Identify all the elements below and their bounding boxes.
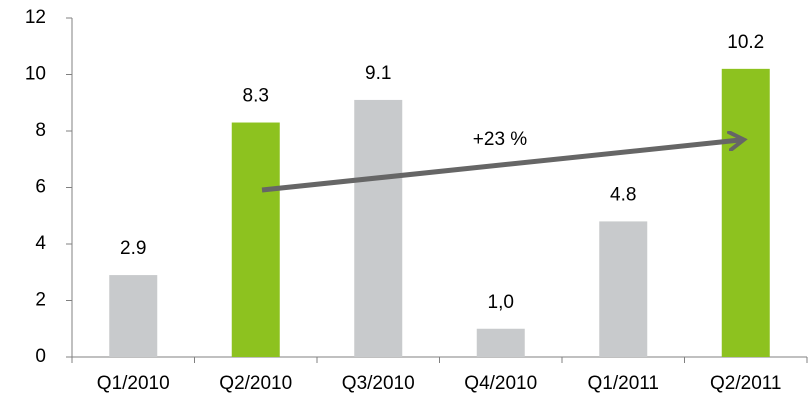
y-tick-label: 2 [35, 290, 46, 311]
y-tick-label: 4 [35, 233, 46, 254]
annotation: +23 % [473, 129, 528, 150]
data-label: 1,0 [488, 292, 514, 313]
bar [721, 68, 770, 357]
x-tick-label: Q1/2010 [97, 373, 170, 394]
y-tick-label: 8 [35, 120, 46, 141]
bar [109, 275, 158, 357]
x-tick-label: Q2/2010 [219, 373, 292, 394]
data-label: 8.3 [243, 86, 269, 107]
y-tick-label: 12 [25, 7, 46, 28]
bar [231, 122, 280, 358]
y-tick-label: 6 [35, 177, 46, 198]
bar [599, 221, 648, 357]
y-tick-label: 10 [25, 64, 46, 85]
data-label: 9.1 [365, 63, 391, 84]
x-tick-label: Q3/2010 [342, 373, 415, 394]
bar [476, 328, 525, 357]
bar [354, 99, 403, 358]
trend-arrow [261, 140, 740, 193]
data-label: 10.2 [727, 32, 764, 53]
y-tick-label: 0 [35, 346, 46, 367]
x-tick-label: Q4/2010 [464, 373, 537, 394]
x-tick-label: Q1/2011 [588, 373, 659, 394]
x-tick-label: Q2/2011 [710, 373, 781, 394]
data-label: 4.8 [610, 184, 636, 205]
data-label: 2.9 [120, 238, 146, 259]
